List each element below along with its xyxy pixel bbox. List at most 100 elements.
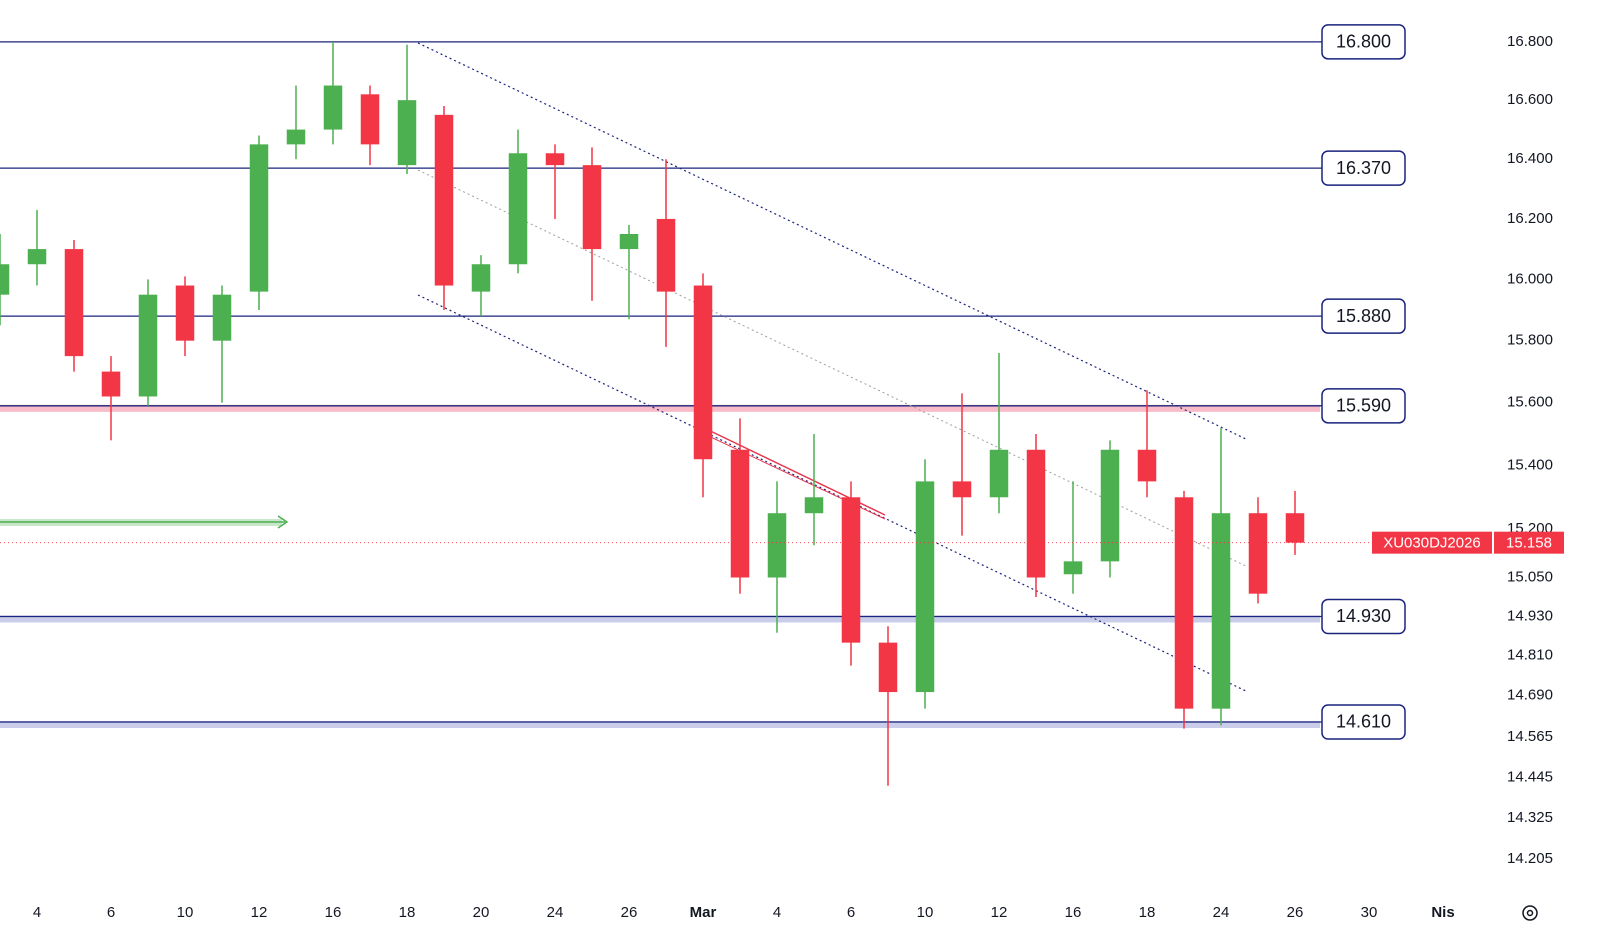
x-tick-label: 16 — [1065, 904, 1082, 921]
candle-body — [138, 294, 158, 397]
y-tick-label: 15.400 — [1507, 457, 1553, 474]
symbol-box — [1372, 531, 1492, 554]
candle-body — [360, 94, 380, 145]
candle-body — [27, 249, 47, 265]
settings-ring — [1522, 905, 1538, 921]
level-label-box — [1321, 704, 1406, 740]
level-label-box — [1321, 24, 1406, 60]
x-tick-label: 24 — [1213, 904, 1230, 921]
y-tick-label: 14.810 — [1507, 647, 1553, 664]
x-tick-label: 16 — [325, 904, 342, 921]
channel-middle — [417, 169, 1249, 568]
candle-body — [286, 129, 306, 145]
candle-body — [915, 481, 935, 693]
x-tick-label: 4 — [33, 904, 41, 921]
candle-body — [693, 285, 713, 460]
level-label-box — [1321, 298, 1406, 334]
level-label-box — [1321, 150, 1406, 186]
candle-body — [582, 165, 602, 250]
candle-body — [1063, 561, 1083, 575]
candle-body — [1100, 449, 1120, 562]
level-label: 15.880 — [1336, 306, 1391, 326]
level-label: 14.930 — [1336, 606, 1391, 626]
candle-body — [878, 642, 898, 693]
x-tick-label: Mar — [690, 904, 717, 921]
candle-body — [619, 233, 639, 250]
level-band — [0, 720, 1320, 728]
settings-icon[interactable] — [1522, 905, 1538, 921]
candle-body — [212, 294, 232, 341]
x-tick-label: 18 — [1139, 904, 1156, 921]
x-tick-label: 30 — [1361, 904, 1378, 921]
candle-body — [508, 153, 528, 265]
candle-body — [545, 153, 565, 166]
x-tick-label: 26 — [621, 904, 638, 921]
y-tick-label: 15.800 — [1507, 332, 1553, 349]
y-tick-label: 16.000 — [1507, 270, 1553, 287]
settings-core — [1526, 909, 1534, 917]
candle-body — [1211, 513, 1231, 709]
drawings — [0, 42, 1249, 693]
x-tick-label: 12 — [251, 904, 268, 921]
level-label-box — [1321, 388, 1406, 424]
candle-body — [323, 85, 343, 130]
last-price-box — [1494, 531, 1564, 554]
candle-body — [175, 285, 195, 341]
x-tick-label: 20 — [473, 904, 490, 921]
y-tick-label: 14.690 — [1507, 686, 1553, 703]
y-tick-label: 16.400 — [1507, 150, 1553, 167]
x-tick-label: 6 — [847, 904, 855, 921]
candle-body — [64, 249, 84, 357]
y-tick-label: 16.800 — [1507, 33, 1553, 50]
x-tick-label: 4 — [773, 904, 781, 921]
level-label: 14.610 — [1336, 712, 1391, 732]
y-tick-label: 14.445 — [1507, 768, 1553, 785]
symbol-label: XU030DJ2026 — [1383, 535, 1481, 552]
x-tick-label: 10 — [917, 904, 934, 921]
level-label: 16.370 — [1336, 158, 1391, 178]
candle-body — [101, 371, 121, 397]
x-tick-label: 12 — [991, 904, 1008, 921]
channel-lower — [417, 294, 1249, 693]
level-label: 16.800 — [1336, 32, 1391, 52]
x-tick-label: 18 — [399, 904, 416, 921]
candle-body — [1026, 449, 1046, 578]
y-tick-label: 15.050 — [1507, 568, 1553, 585]
y-tick-label: 14.325 — [1507, 809, 1553, 826]
candle-body — [989, 449, 1009, 498]
candle-body — [1137, 449, 1157, 482]
y-tick-label: 15.600 — [1507, 394, 1553, 411]
x-tick-label: 24 — [547, 904, 564, 921]
candle-body — [249, 144, 269, 292]
y-tick-label: 14.565 — [1507, 728, 1553, 745]
level-label: 15.590 — [1336, 396, 1391, 416]
level-label-box — [1321, 598, 1406, 635]
candle-body — [952, 481, 972, 498]
x-tick-label: 10 — [177, 904, 194, 921]
last-price-label: 15.158 — [1506, 535, 1552, 552]
y-tick-label: 14.930 — [1507, 607, 1553, 624]
y-tick-label: 16.200 — [1507, 210, 1553, 227]
candle-body — [434, 114, 454, 286]
level-band — [0, 615, 1320, 623]
candle-body — [397, 100, 417, 166]
levels — [0, 41, 1322, 728]
candle-body — [656, 218, 676, 292]
x-tick-label: 26 — [1287, 904, 1304, 921]
x-tick-label: Nis — [1431, 904, 1454, 921]
x-tick-label: 6 — [107, 904, 115, 921]
y-tick-label: 14.205 — [1507, 850, 1553, 867]
candle-body — [841, 497, 861, 643]
arrow-head — [277, 515, 289, 529]
candle-body — [1248, 513, 1268, 594]
candle-body — [730, 449, 750, 578]
candle-body — [804, 497, 824, 514]
candle-body — [1285, 513, 1305, 543]
y-tick-label: 16.600 — [1507, 91, 1553, 108]
channel-upper — [417, 42, 1249, 441]
candle-body — [0, 264, 10, 295]
candle-body — [1174, 497, 1194, 709]
level-band — [0, 404, 1320, 412]
candle-body — [471, 264, 491, 292]
